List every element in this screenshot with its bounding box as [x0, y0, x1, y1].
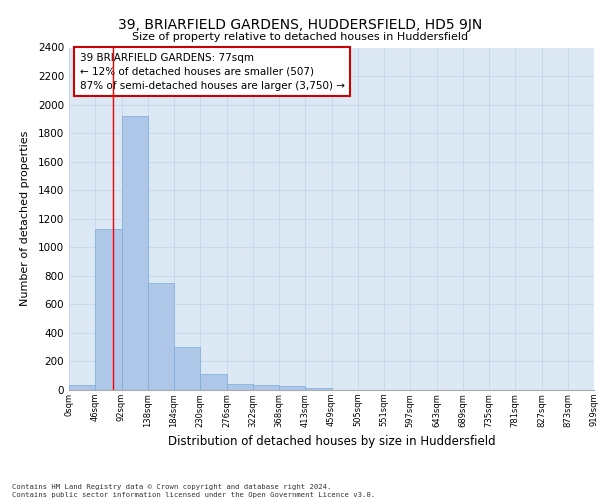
Bar [121, 116, 148, 390]
Bar [253, 385, 279, 390]
Bar [305, 388, 331, 390]
Bar [148, 283, 174, 390]
Bar [69, 385, 95, 390]
Text: 39, BRIARFIELD GARDENS, HUDDERSFIELD, HD5 9JN: 39, BRIARFIELD GARDENS, HUDDERSFIELD, HD… [118, 18, 482, 32]
Text: 39 BRIARFIELD GARDENS: 77sqm
← 12% of detached houses are smaller (507)
87% of s: 39 BRIARFIELD GARDENS: 77sqm ← 12% of de… [79, 52, 344, 90]
Text: Contains HM Land Registry data © Crown copyright and database right 2024.
Contai: Contains HM Land Registry data © Crown c… [12, 484, 375, 498]
Y-axis label: Number of detached properties: Number of detached properties [20, 131, 29, 306]
Bar [227, 384, 253, 390]
Bar [174, 347, 200, 390]
Bar [200, 374, 227, 390]
X-axis label: Distribution of detached houses by size in Huddersfield: Distribution of detached houses by size … [167, 435, 496, 448]
Bar [279, 386, 305, 390]
Text: Size of property relative to detached houses in Huddersfield: Size of property relative to detached ho… [132, 32, 468, 42]
Bar [95, 228, 121, 390]
